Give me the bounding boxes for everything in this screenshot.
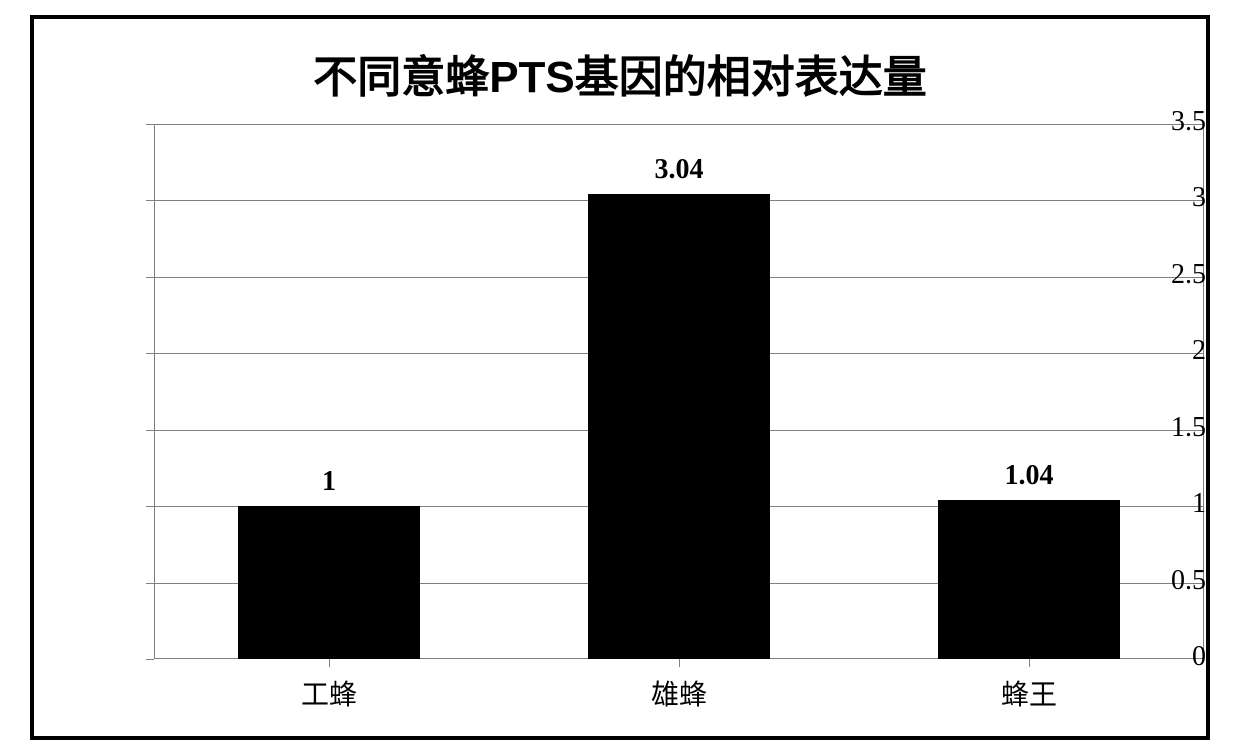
bar-value-label: 1.04 [949,460,1109,492]
y-tick-mark [146,583,154,584]
x-tick-label: 蜂王 [949,673,1109,713]
y-tick-label: 3.5 [1104,106,1206,138]
y-tick-label: 1 [1104,488,1206,520]
y-tick-mark [146,353,154,354]
gridline [154,124,1204,125]
bar-value-label: 1 [249,466,409,498]
y-tick-mark [146,506,154,507]
bar [938,500,1120,659]
y-tick-label: 2 [1104,335,1206,367]
plot-area: 1 3.04 1.04 [154,124,1204,659]
y-axis-line [154,124,155,659]
x-tick-label: 雄蜂 [599,673,759,713]
x-tick-mark [1029,659,1030,667]
x-tick-mark [679,659,680,667]
bar [238,506,420,659]
y-tick-mark [146,124,154,125]
x-tick-label: 工蜂 [249,673,409,713]
bar-value-label: 3.04 [599,154,759,186]
y-tick-label: 3 [1104,182,1206,214]
y-tick-mark [146,277,154,278]
y-tick-mark [146,659,154,660]
chart-title: 不同意蜂PTS基因的相对表达量 [34,41,1206,105]
y-tick-mark [146,430,154,431]
bar [588,194,770,659]
y-tick-mark [146,200,154,201]
y-tick-label: 0 [1104,641,1206,673]
x-tick-mark [329,659,330,667]
chart-outer-border: 不同意蜂PTS基因的相对表达量 1 3.04 1.04 0 0.5 1 1.5 2 2.5 3 3… [30,15,1210,740]
y-tick-label: 2.5 [1104,259,1206,291]
y-tick-label: 0.5 [1104,565,1206,597]
y-tick-label: 1.5 [1104,412,1206,444]
